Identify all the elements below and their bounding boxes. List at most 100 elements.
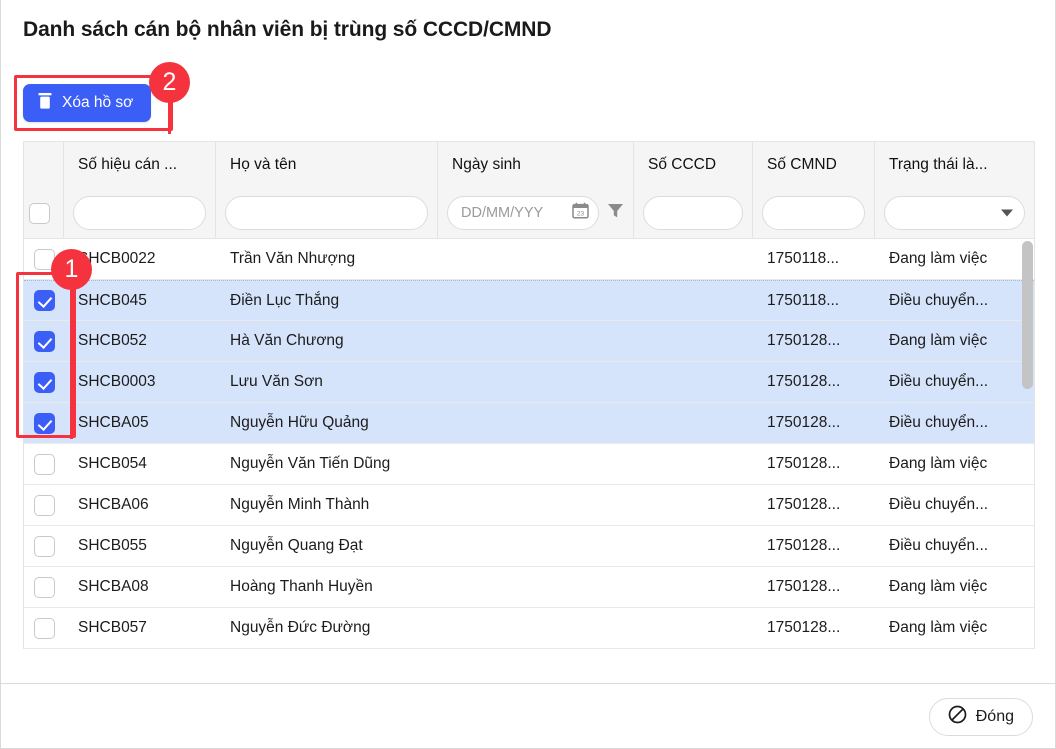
cell-cccd (634, 567, 753, 607)
scrollbar-thumb[interactable] (1022, 241, 1033, 389)
cell-code: SHCB054 (78, 455, 147, 472)
cell-cmnd: 1750128... (767, 578, 841, 595)
row-checkbox[interactable] (33, 494, 55, 516)
filter-cccd-input[interactable] (643, 196, 743, 230)
annotation-stem-2 (168, 82, 171, 134)
table-row[interactable]: SHCB054 Nguyễn Văn Tiến Dũng 1750128... Đan… (24, 444, 1034, 485)
funnel-icon[interactable] (607, 202, 624, 224)
table-row[interactable]: SHCB0022 Trần Văn Nhượng 1750118... Đang là… (24, 239, 1034, 280)
employee-table: Số hiệu cán ... Họ và tên Ngày sinh Số C… (23, 141, 1035, 649)
row-checkbox-cell (24, 403, 64, 443)
dialog-footer: Đóng (1, 683, 1055, 748)
cell-code: SHCB0022 (78, 250, 156, 267)
cell-status: Điều chuyển... (889, 291, 989, 309)
header-code[interactable]: Số hiệu cán ... (64, 142, 216, 188)
cell-code: SHCB055 (78, 537, 147, 554)
cell-code: SHCB057 (78, 619, 147, 636)
cell-name: Nguyễn Hữu Quảng (230, 414, 369, 431)
cell-cmnd: 1750128... (767, 455, 841, 472)
cell-name: Hoàng Thanh Huyền (230, 578, 373, 595)
filter-dob-input[interactable] (447, 196, 599, 230)
cell-cccd (634, 403, 753, 443)
cell-dob (438, 281, 634, 320)
cell-dob (438, 444, 634, 484)
cell-name: Điền Lục Thắng (230, 291, 340, 309)
row-checkbox-cell (24, 281, 64, 320)
annotation-badge-2: 2 (149, 62, 190, 103)
cell-status: Đang làm việc (889, 455, 988, 472)
filter-cmnd-input[interactable] (762, 196, 865, 230)
filter-status-input[interactable] (884, 196, 1025, 230)
filter-name-input[interactable] (225, 196, 428, 230)
cell-cmnd: 1750128... (767, 619, 841, 636)
row-checkbox[interactable] (33, 576, 55, 598)
header-filter-row: 23 (24, 188, 1034, 238)
header-checkbox-cell (24, 142, 64, 188)
row-checkbox[interactable] (33, 453, 55, 475)
cell-cmnd: 1750118... (767, 291, 840, 309)
toolbar: Xóa hồ sơ (23, 84, 152, 122)
row-checkbox[interactable] (33, 535, 55, 557)
cell-dob (438, 403, 634, 443)
row-checkbox[interactable] (33, 617, 55, 639)
filter-status-cell (875, 188, 1034, 238)
no-entry-icon (948, 705, 967, 729)
table-row[interactable]: SHCB052 Hà Văn Chương 1750128... Đang làm v… (24, 321, 1034, 362)
header-cccd[interactable]: Số CCCD (634, 142, 753, 188)
row-checkbox[interactable] (33, 248, 55, 270)
trash-icon (37, 92, 53, 115)
cell-status: Đang làm việc (889, 250, 988, 267)
cell-code: SHCBA06 (78, 496, 149, 513)
table-row[interactable]: SHCBA08 Hoàng Thanh Huyền 1750128... Đang l… (24, 567, 1034, 608)
cell-dob (438, 362, 634, 402)
cell-dob (438, 239, 634, 279)
cell-dob (438, 567, 634, 607)
header-cmnd[interactable]: Số CMND (753, 142, 875, 188)
cell-name: Hà Văn Chương (230, 332, 344, 349)
row-checkbox[interactable] (33, 371, 55, 393)
table-row[interactable]: SHCBA06 Nguyễn Minh Thành 1750128... Điều c… (24, 485, 1034, 526)
cell-cccd (634, 608, 753, 648)
row-checkbox-cell (24, 608, 64, 648)
filter-name-cell (216, 188, 438, 238)
vertical-scrollbar[interactable] (1021, 239, 1034, 649)
cell-cccd (634, 362, 753, 402)
filter-cccd-cell (634, 188, 753, 238)
cell-code: SHCBA08 (78, 578, 149, 595)
table-row[interactable]: SHCB057 Nguyễn Đức Đường 1750128... Đang là… (24, 608, 1034, 649)
select-all-checkbox[interactable] (28, 202, 50, 224)
header-status[interactable]: Trạng thái là... (889, 156, 988, 173)
cell-status: Đang làm việc (889, 619, 988, 636)
row-checkbox[interactable] (33, 330, 55, 352)
cell-name: Lưu Văn Sơn (230, 373, 323, 390)
filter-code-cell (64, 188, 216, 238)
filter-cmnd-cell (753, 188, 875, 238)
table-row[interactable]: SHCB045 Điền Lục Thắng 1750118... Điều chuy… (24, 280, 1034, 321)
header-dob[interactable]: Ngày sinh (438, 142, 634, 188)
cell-name: Trần Văn Nhượng (230, 250, 356, 267)
row-checkbox[interactable] (33, 412, 55, 434)
filter-code-input[interactable] (73, 196, 206, 230)
row-checkbox-cell (24, 485, 64, 525)
cell-cccd (634, 526, 753, 566)
cell-name: Nguyễn Quang Đạt (230, 537, 363, 554)
chevron-down-icon (1001, 209, 1013, 217)
cell-cmnd: 1750118... (767, 250, 840, 267)
row-checkbox-cell (24, 239, 64, 279)
cell-status: Điều chuyển... (889, 537, 989, 554)
row-checkbox-cell (24, 526, 64, 566)
filter-status-select[interactable] (884, 196, 1025, 230)
table-row[interactable]: SHCBA05 Nguyễn Hữu Quảng 1750128... Điều ch… (24, 403, 1034, 444)
cell-dob (438, 485, 634, 525)
table-row[interactable]: SHCB0003 Lưu Văn Sơn 1750128... Điều chuyển… (24, 362, 1034, 403)
row-checkbox-cell (24, 362, 64, 402)
close-button[interactable]: Đóng (928, 698, 1033, 736)
row-checkbox-cell (24, 321, 64, 361)
header-name[interactable]: Họ và tên (216, 142, 438, 188)
row-checkbox[interactable] (33, 290, 55, 311)
table-row[interactable]: SHCB055 Nguyễn Quang Đạt 1750128... Điều ch… (24, 526, 1034, 567)
cell-cmnd: 1750128... (767, 414, 841, 431)
close-button-label: Đóng (975, 708, 1014, 725)
filter-dob-cell: 23 (438, 188, 634, 238)
delete-record-button[interactable]: Xóa hồ sơ (23, 84, 152, 122)
